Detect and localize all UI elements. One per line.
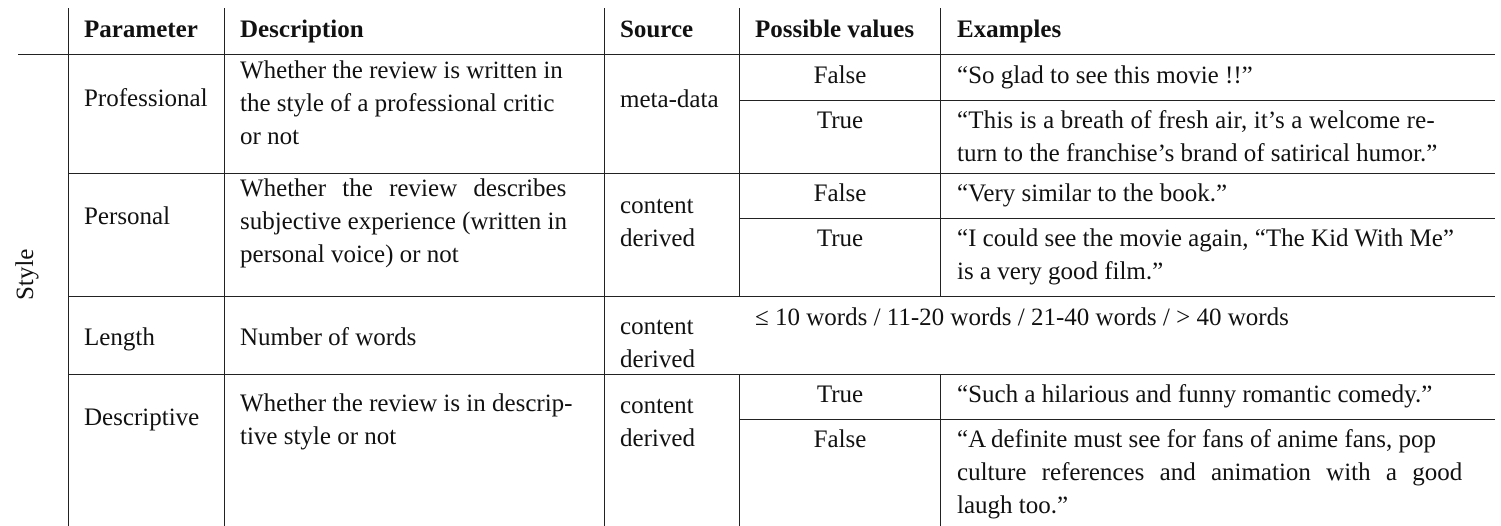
rule-col-desc (604, 8, 605, 526)
source-length-line2: derived (620, 346, 695, 373)
rule-col-values-b (940, 374, 941, 526)
desc-descriptive-line1: Whether the review is in descrip- (240, 390, 573, 417)
header-description: Description (240, 16, 364, 43)
example-descriptive-false-line2: culture references and animation with a … (957, 459, 1463, 486)
desc-personal-line3: personal voice) or not (240, 241, 459, 268)
example-personal-true-line1: “I could see the movie again, “The Kid W… (957, 225, 1454, 252)
desc-length: Number of words (240, 324, 417, 351)
header-examples: Examples (957, 16, 1062, 43)
source-descriptive-line2: derived (620, 425, 695, 452)
source-length-line1: content (620, 313, 694, 340)
header-parameter: Parameter (84, 16, 198, 43)
value-descriptive-true: True (816, 381, 864, 408)
rule-row2-sub (740, 218, 1495, 219)
header-source: Source (620, 16, 694, 43)
desc-personal-line2: subjective experience (written in (240, 208, 567, 235)
param-personal: Personal (84, 203, 171, 230)
source-personal-line1: content (620, 192, 694, 219)
example-descriptive-false-line1: “A definite must see for fans of anime f… (957, 426, 1437, 453)
param-length: Length (84, 324, 155, 351)
example-personal-true-line2: is a very good film.” (957, 258, 1164, 285)
example-descriptive-false-line3: laugh too.” (957, 492, 1069, 519)
rule-col-values-a (940, 8, 941, 296)
rule-col-source-b (739, 374, 740, 526)
desc-descriptive-line2: tive style or not (240, 423, 397, 450)
length-values-span: ≤ 10 words / 11-20 words / 21-40 words /… (755, 304, 1289, 331)
rule-col-source-a (739, 8, 740, 296)
desc-professional-line1: Whether the review is written in (240, 57, 563, 84)
value-personal-true: True (816, 225, 864, 252)
param-professional: Professional (84, 85, 208, 112)
example-professional-true-line2: turn to the franchise’s brand of satiric… (957, 140, 1438, 167)
desc-personal-line1: Whether the review describes (240, 175, 567, 202)
rule-row1-bottom (69, 173, 1495, 174)
value-personal-false: False (813, 180, 867, 207)
rule-col-param (224, 8, 225, 526)
desc-professional-line2: the style of a professional critic (240, 90, 555, 117)
rule-row1-sub (740, 100, 1495, 101)
rule-row3-bottom (69, 374, 1495, 375)
param-descriptive: Descriptive (84, 404, 200, 431)
example-professional-true-line1: “This is a breath of fresh air, it’s a w… (957, 107, 1435, 134)
source-personal-line2: derived (620, 225, 695, 252)
example-professional-false: “So glad to see this movie !!” (957, 62, 1253, 89)
rule-col-style (68, 8, 69, 526)
value-professional-false: False (813, 62, 867, 89)
source-descriptive-line1: content (620, 392, 694, 419)
desc-professional-line3: or not (240, 123, 300, 150)
example-personal-false: “Very similar to the book.” (957, 180, 1228, 207)
example-descriptive-true: “Such a hilarious and funny romantic com… (957, 381, 1433, 408)
value-professional-true: True (816, 107, 864, 134)
rule-row4-sub (740, 419, 1495, 420)
source-professional: meta-data (620, 86, 719, 113)
header-possible-values: Possible values (755, 16, 915, 43)
group-label-style: Style (12, 248, 39, 300)
rule-header-bottom (18, 54, 1495, 55)
value-descriptive-false: False (813, 426, 867, 453)
rule-row2-bottom (69, 296, 1495, 297)
